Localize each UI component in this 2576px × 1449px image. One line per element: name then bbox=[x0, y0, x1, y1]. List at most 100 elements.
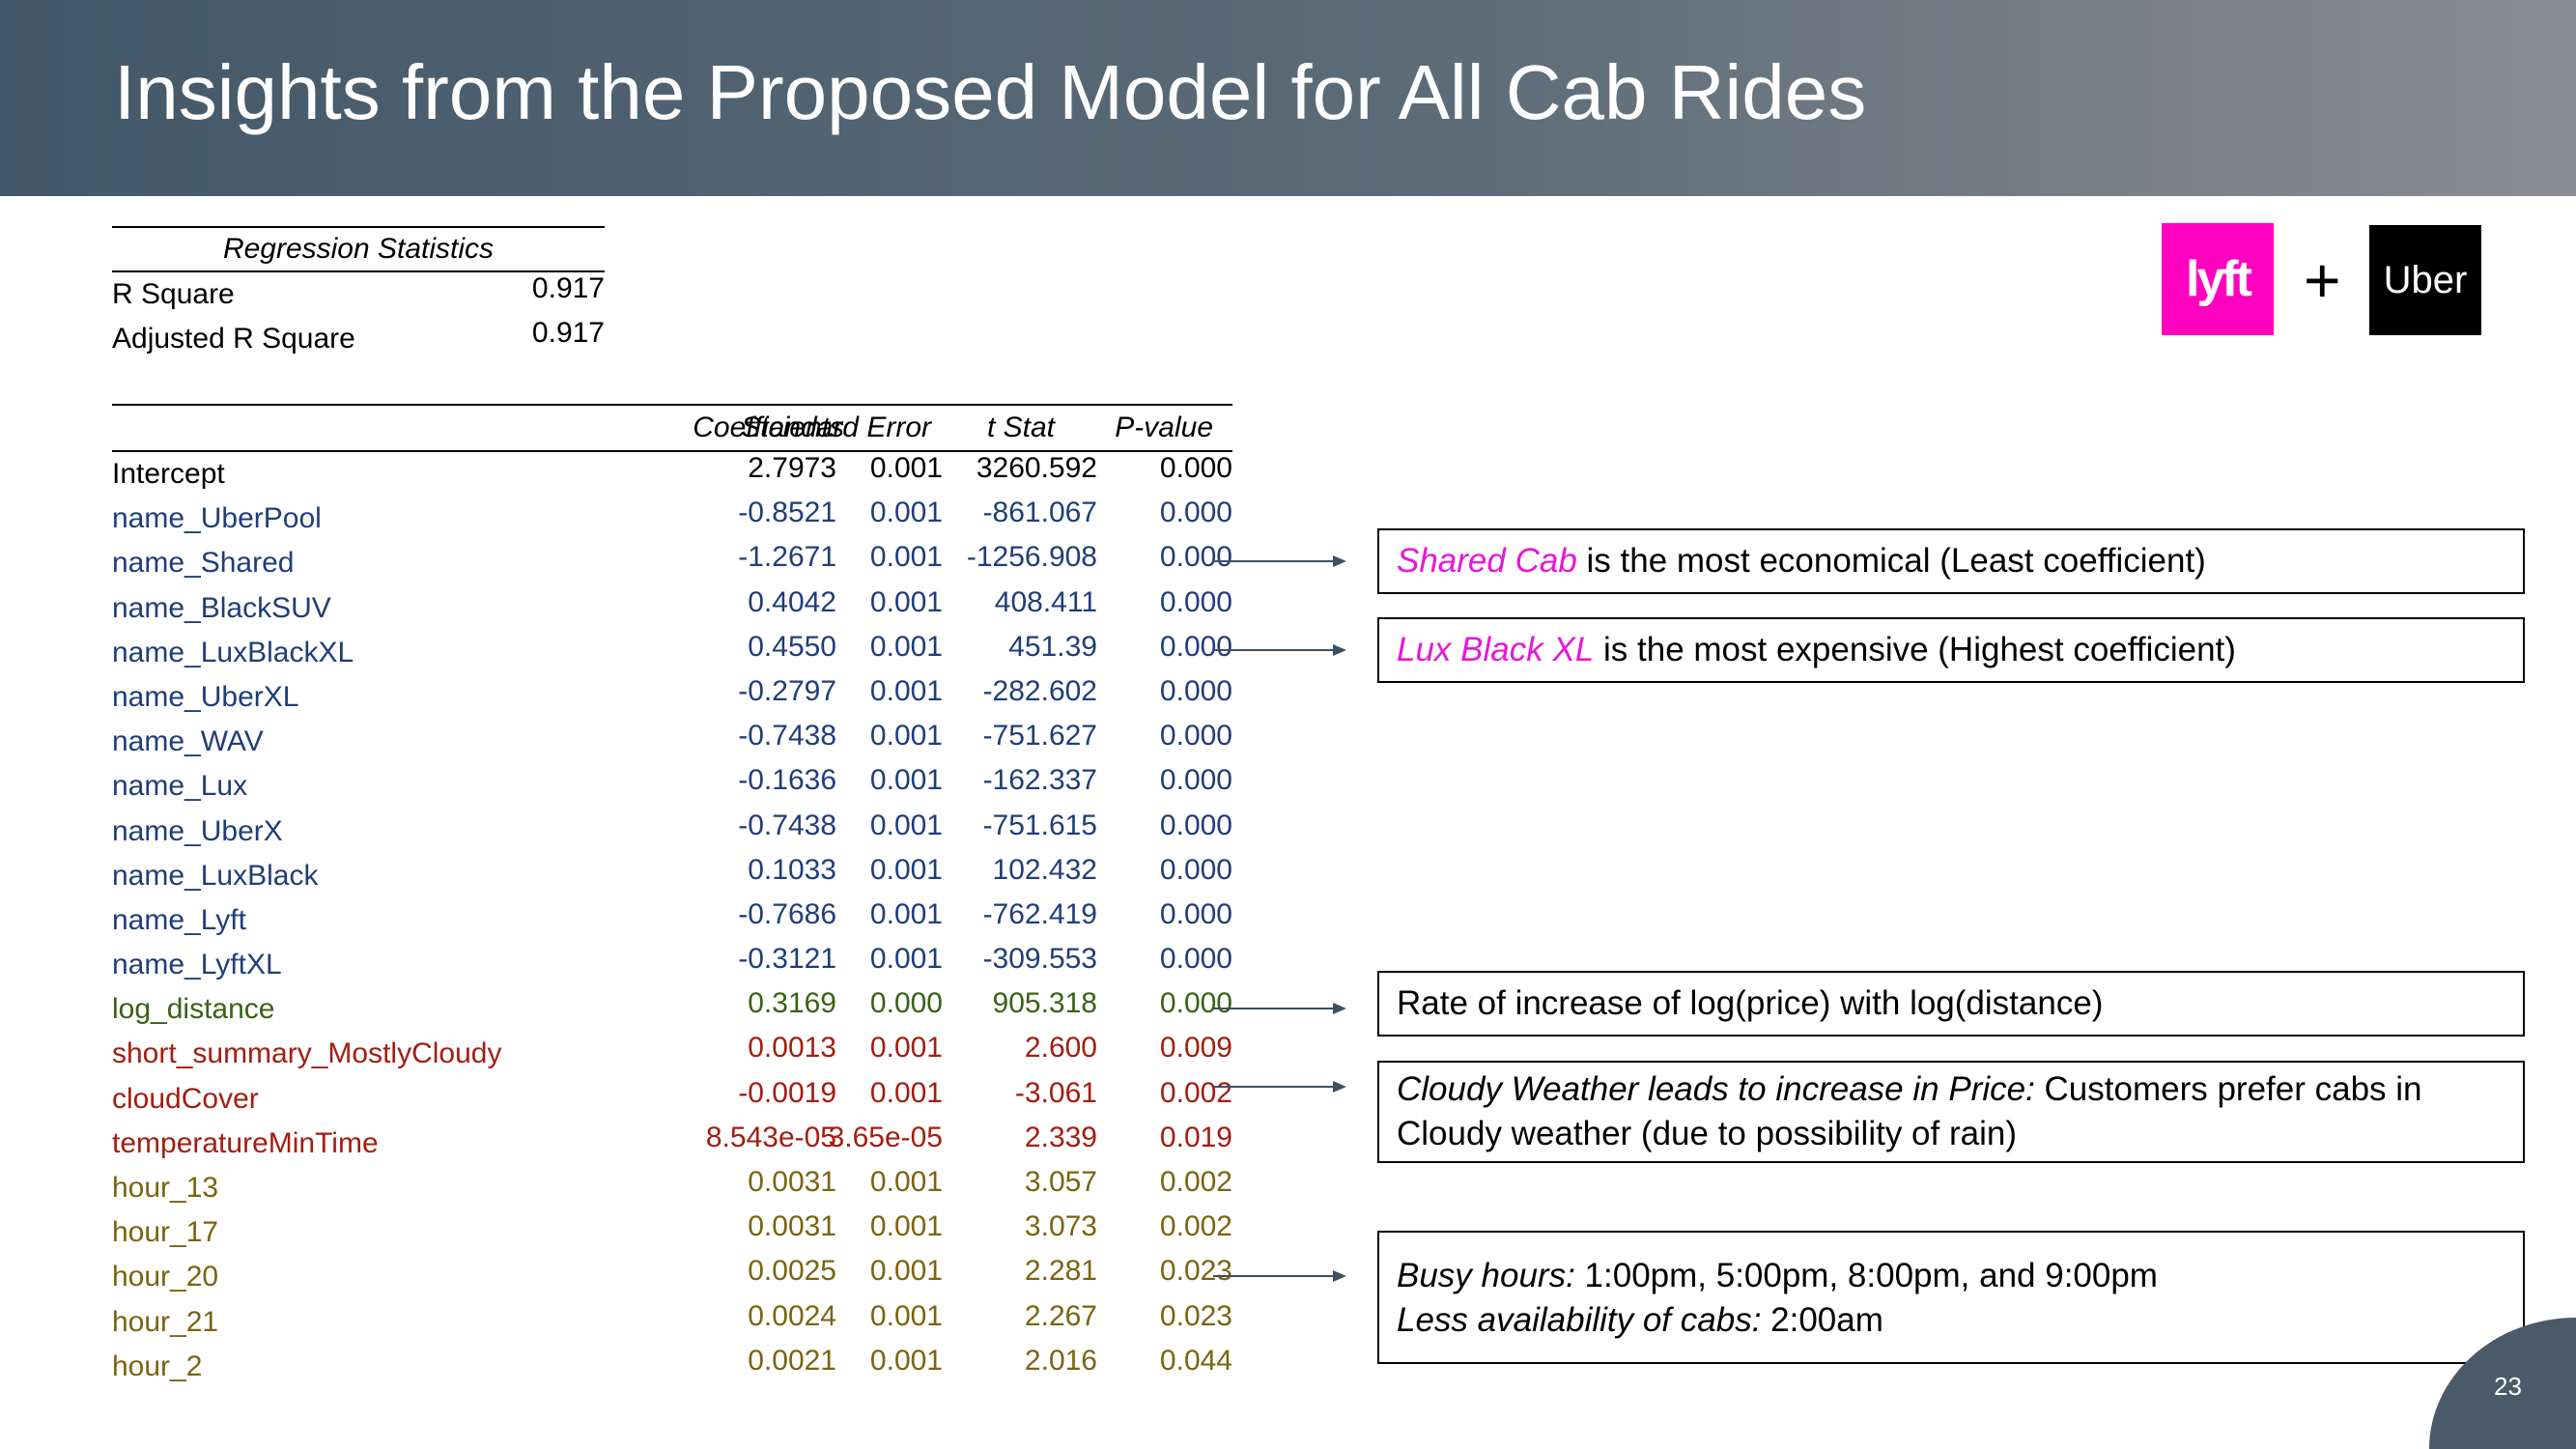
coefficient-cell: -0.3121 bbox=[738, 943, 836, 976]
coefficient-cell: -0.7438 bbox=[738, 720, 836, 753]
table-row: short_summary_MostlyCloudy 0.0013 0.001 2.6… bbox=[112, 1032, 1232, 1076]
uber-logo: Uber bbox=[2369, 225, 2481, 335]
standard-error-cell: 0.001 bbox=[869, 853, 943, 886]
coefficient-cell: -1.2671 bbox=[738, 541, 836, 574]
table-body: Intercept 2.7973 0.001 3260.592 0.000 name_Ub… bbox=[112, 452, 1232, 1389]
t-stat-cell: -861.067 bbox=[982, 497, 1097, 529]
table-row: cloudCover -0.0019 0.001 -3.061 0.002 bbox=[112, 1077, 1232, 1122]
standard-error-cell: 0.001 bbox=[869, 541, 943, 574]
p-value-cell: 0.000 bbox=[1159, 452, 1232, 484]
row-name: name_UberXL bbox=[112, 680, 299, 713]
table-row: hour_13 0.0031 0.001 3.057 0.002 bbox=[112, 1166, 1232, 1210]
p-value-cell: 0.002 bbox=[1159, 1210, 1232, 1243]
table-row: hour_20 0.0025 0.001 2.281 0.023 bbox=[112, 1255, 1232, 1299]
insight-italic: Busy hours: bbox=[1397, 1257, 1575, 1294]
standard-error-cell: 0.001 bbox=[869, 585, 943, 618]
t-stat-cell: -162.337 bbox=[982, 764, 1097, 797]
row-name: name_LuxBlackXL bbox=[112, 636, 354, 668]
table-row: hour_17 0.0031 0.001 3.073 0.002 bbox=[112, 1210, 1232, 1255]
title-bar: Insights from the Proposed Model for All… bbox=[0, 0, 2576, 196]
row-name: hour_21 bbox=[112, 1305, 219, 1338]
table-row: Intercept 2.7973 0.001 3260.592 0.000 bbox=[112, 452, 1232, 497]
insight-text: is the most economical (Least coefficien… bbox=[1576, 542, 2206, 580]
insight-italic: Cloudy Weather leads to increase in Pric… bbox=[1397, 1070, 2035, 1108]
t-stat-cell: 2.600 bbox=[1024, 1032, 1097, 1065]
arrow-right-icon bbox=[1213, 555, 1346, 567]
plus-sign: + bbox=[2304, 244, 2341, 316]
coefficient-cell: 0.4042 bbox=[748, 585, 836, 618]
arrow-right-icon bbox=[1213, 1003, 1346, 1014]
table-row: name_Shared -1.2671 0.001 -1256.908 0.000 bbox=[112, 541, 1232, 585]
insight-italic: Less availability of cabs: bbox=[1397, 1301, 1762, 1339]
table-row: hour_2 0.0021 0.001 2.016 0.044 bbox=[112, 1345, 1232, 1389]
t-stat-cell: 2.339 bbox=[1024, 1121, 1097, 1153]
p-value-cell: 0.000 bbox=[1159, 987, 1232, 1020]
table-row: name_Lyft -0.7686 0.001 -762.419 0.000 bbox=[112, 898, 1232, 943]
column-header-standard-error: Standard Error bbox=[741, 412, 931, 443]
row-name: cloudCover bbox=[112, 1082, 259, 1115]
p-value-cell: 0.000 bbox=[1159, 630, 1232, 663]
insight-line: Busy hours: 1:00pm, 5:00pm, 8:00pm, and … bbox=[1397, 1254, 2505, 1298]
row-name: short_summary_MostlyCloudy bbox=[112, 1037, 502, 1070]
p-value-cell: 0.000 bbox=[1159, 764, 1232, 797]
top-rule bbox=[112, 226, 605, 228]
insight-line: Less availability of cabs: 2:00am bbox=[1397, 1298, 2505, 1343]
t-stat-cell: 3260.592 bbox=[976, 452, 1097, 484]
standard-error-cell: 0.001 bbox=[869, 764, 943, 797]
insight-highlight: Shared Cab bbox=[1397, 542, 1577, 580]
stat-value: 0.917 bbox=[531, 272, 605, 304]
standard-error-cell: 0.001 bbox=[869, 1344, 943, 1377]
coefficient-cell: 0.0031 bbox=[748, 1210, 836, 1243]
standard-error-cell: 0.001 bbox=[869, 809, 943, 841]
stat-label: Adjusted R Square bbox=[112, 323, 355, 355]
p-value-cell: 0.000 bbox=[1159, 585, 1232, 618]
row-name: name_UberX bbox=[112, 814, 283, 847]
t-stat-cell: -751.627 bbox=[982, 720, 1097, 753]
table-row: name_Lux -0.1636 0.001 -162.337 0.000 bbox=[112, 764, 1232, 809]
p-value-cell: 0.009 bbox=[1159, 1032, 1232, 1065]
coefficient-cell: 0.0025 bbox=[748, 1255, 836, 1288]
coefficients-table: Coefficients Standard Error t Stat P-val… bbox=[112, 404, 1232, 1389]
stat-value: 0.917 bbox=[531, 317, 605, 349]
standard-error-cell: 0.001 bbox=[869, 674, 943, 707]
table-top-rule bbox=[112, 404, 1232, 406]
table-row: log_distance 0.3169 0.000 905.318 0.000 bbox=[112, 987, 1232, 1032]
arrow-right-icon bbox=[1213, 1081, 1346, 1093]
table-row: name_UberPool -0.8521 0.001 -861.067 0.000 bbox=[112, 497, 1232, 541]
coefficient-cell: 0.0024 bbox=[748, 1299, 836, 1332]
regression-statistics-header: Regression Statistics bbox=[222, 233, 495, 265]
table-row: name_BlackSUV 0.4042 0.001 408.411 0.000 bbox=[112, 586, 1232, 631]
t-stat-cell: -3.061 bbox=[1014, 1076, 1097, 1109]
header-rule bbox=[112, 270, 605, 272]
row-name: Intercept bbox=[112, 458, 225, 490]
stat-label: R Square bbox=[112, 278, 235, 310]
insight-shared-cab: Shared Cab is the most economical (Least… bbox=[1377, 528, 2525, 594]
table-header-rule bbox=[112, 450, 1232, 452]
lyft-logo: lyft bbox=[2162, 223, 2274, 335]
insight-text: Customers prefer cabs in Cloudy weather … bbox=[1397, 1070, 2422, 1152]
coefficient-cell: 8.543e-05 bbox=[705, 1121, 836, 1153]
p-value-cell: 0.002 bbox=[1159, 1076, 1232, 1109]
row-name: hour_20 bbox=[112, 1261, 219, 1293]
t-stat-cell: 2.016 bbox=[1024, 1344, 1097, 1377]
column-header-p-value: P-value bbox=[1115, 412, 1213, 443]
row-name: name_LuxBlack bbox=[112, 859, 319, 892]
standard-error-cell: 0.001 bbox=[869, 1255, 943, 1288]
coefficient-cell: 0.0021 bbox=[748, 1344, 836, 1377]
coefficient-cell: -0.7438 bbox=[738, 809, 836, 841]
coefficient-cell: -0.1636 bbox=[738, 764, 836, 797]
table-row: hour_21 0.0024 0.001 2.267 0.023 bbox=[112, 1300, 1232, 1345]
insight-text: Rate of increase of log(price) with log(… bbox=[1397, 984, 2104, 1022]
row-name: name_UberPool bbox=[112, 502, 322, 535]
standard-error-cell: 3.65e-05 bbox=[828, 1121, 943, 1153]
coefficient-cell: 0.1033 bbox=[748, 853, 836, 886]
standard-error-cell: 0.001 bbox=[869, 1210, 943, 1243]
insight-lux-black-xl: Lux Black XL is the most expensive (High… bbox=[1377, 617, 2525, 683]
row-name: hour_13 bbox=[112, 1172, 219, 1204]
stat-row: Adjusted R Square 0.917 bbox=[112, 317, 605, 361]
row-name: temperatureMinTime bbox=[112, 1126, 379, 1159]
table-row: name_LuxBlackXL 0.4550 0.001 451.39 0.000 bbox=[112, 631, 1232, 675]
p-value-cell: 0.023 bbox=[1159, 1299, 1232, 1332]
t-stat-cell: -282.602 bbox=[982, 674, 1097, 707]
t-stat-cell: 102.432 bbox=[992, 853, 1097, 886]
